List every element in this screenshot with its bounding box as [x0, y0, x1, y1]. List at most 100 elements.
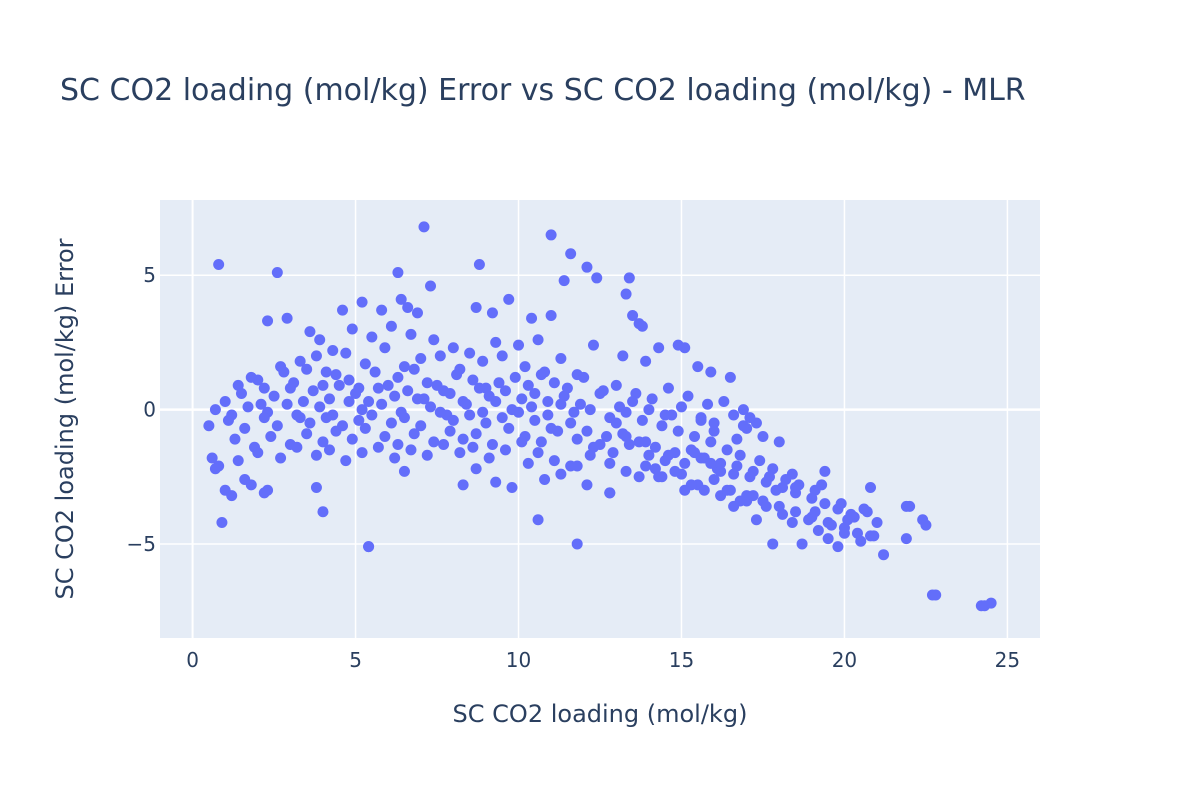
y-axis-title: SC CO2 loading (mol/kg) Error: [51, 238, 79, 599]
data-point: [486, 439, 498, 451]
data-point: [376, 398, 388, 410]
data-point: [304, 326, 316, 338]
data-point: [790, 482, 802, 494]
data-point: [522, 457, 534, 469]
data-point: [262, 315, 274, 327]
data-point: [444, 387, 456, 399]
data-point: [689, 430, 701, 442]
data-point: [271, 267, 283, 279]
data-point: [356, 404, 368, 416]
data-point: [545, 310, 557, 322]
data-point: [734, 495, 746, 507]
data-point: [216, 516, 228, 528]
data-point: [858, 503, 870, 515]
data-point: [565, 248, 577, 260]
data-point: [604, 487, 616, 499]
data-point: [385, 417, 397, 429]
data-point: [548, 455, 560, 467]
data-point: [415, 420, 427, 432]
data-point: [555, 398, 567, 410]
data-point: [728, 468, 740, 480]
data-point: [767, 538, 779, 550]
data-point: [662, 382, 674, 394]
data-point: [708, 473, 720, 485]
data-point: [809, 506, 821, 518]
data-point: [428, 436, 440, 448]
data-point: [460, 398, 472, 410]
data-point: [291, 409, 303, 421]
x-axis-title: SC CO2 loading (mol/kg): [453, 700, 748, 728]
data-point: [343, 374, 355, 386]
data-point: [415, 353, 427, 365]
data-point: [304, 417, 316, 429]
data-point: [640, 460, 652, 472]
data-point: [294, 355, 306, 367]
data-point: [330, 425, 342, 437]
data-point: [705, 436, 717, 448]
data-point: [242, 401, 254, 413]
data-point: [917, 514, 929, 526]
data-point: [806, 492, 818, 504]
data-point: [343, 396, 355, 408]
data-point: [610, 417, 622, 429]
data-point: [786, 516, 798, 528]
data-point: [297, 396, 309, 408]
data-point: [317, 436, 329, 448]
x-tick-label: 0: [186, 648, 199, 672]
data-point: [477, 406, 489, 418]
data-point: [643, 449, 655, 461]
data-point: [819, 498, 831, 510]
data-point: [656, 420, 668, 432]
data-point: [985, 597, 997, 609]
data-point: [845, 508, 857, 520]
data-point: [526, 401, 538, 413]
data-point: [731, 433, 743, 445]
data-point: [310, 449, 322, 461]
data-point: [467, 374, 479, 386]
data-point: [516, 393, 528, 405]
data-point: [408, 428, 420, 440]
data-point: [803, 514, 815, 526]
data-point: [526, 312, 538, 324]
data-point: [760, 476, 772, 488]
data-point: [359, 358, 371, 370]
data-point: [340, 347, 352, 359]
data-point: [213, 258, 225, 270]
data-point: [636, 414, 648, 426]
data-point: [715, 465, 727, 477]
data-point: [307, 385, 319, 397]
data-point: [620, 406, 632, 418]
data-point: [649, 441, 661, 453]
data-point: [444, 425, 456, 437]
y-tick-label: −5: [127, 532, 156, 556]
data-point: [744, 471, 756, 483]
data-point: [503, 422, 515, 434]
data-point: [835, 498, 847, 510]
data-point: [721, 484, 733, 496]
data-point: [604, 457, 616, 469]
data-point: [594, 439, 606, 451]
data-point: [571, 460, 583, 472]
data-point: [281, 398, 293, 410]
data-point: [581, 479, 593, 491]
data-point: [392, 439, 404, 451]
data-point: [376, 304, 388, 316]
data-point: [327, 344, 339, 356]
data-point: [434, 406, 446, 418]
data-point: [499, 385, 511, 397]
data-point: [389, 390, 401, 402]
data-point: [372, 441, 384, 453]
data-point: [584, 404, 596, 416]
data-point: [754, 455, 766, 467]
data-point: [516, 436, 528, 448]
data-point: [620, 465, 632, 477]
data-point: [392, 371, 404, 383]
data-point: [519, 361, 531, 373]
data-point: [529, 387, 541, 399]
data-point: [245, 479, 257, 491]
data-point: [457, 433, 469, 445]
data-point: [428, 334, 440, 346]
data-point: [209, 463, 221, 475]
data-point: [477, 355, 489, 367]
data-point: [447, 414, 459, 426]
